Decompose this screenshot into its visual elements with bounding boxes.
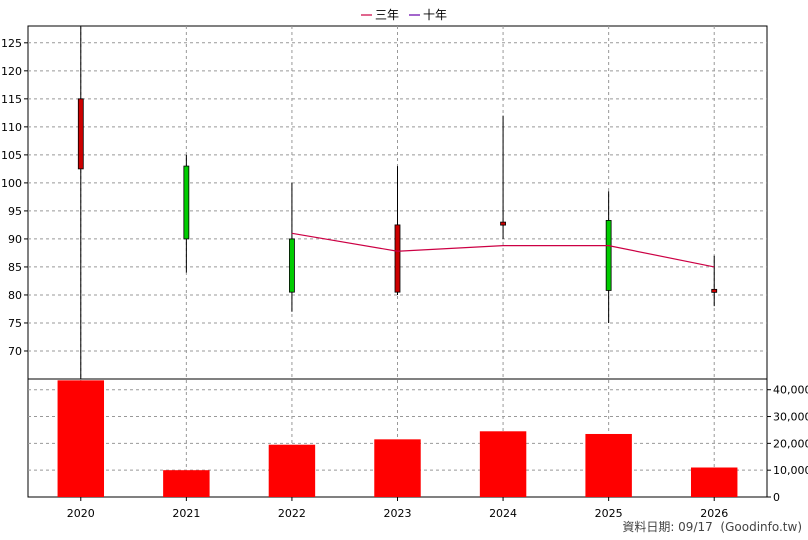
volume-tick-label: 30,000 [773, 411, 808, 424]
candlesticks [77, 26, 718, 379]
x-tick-label: 2021 [172, 507, 200, 520]
volume-bar [585, 433, 632, 497]
candle-body [605, 220, 612, 291]
x-tick-label: 2024 [489, 507, 517, 520]
candle-body [77, 98, 84, 170]
price-tick-label: 125 [1, 37, 22, 50]
candle-body [394, 224, 401, 293]
x-tick-label: 2020 [67, 507, 95, 520]
x-tick-label: 2026 [700, 507, 728, 520]
volume-tick-label: 20,000 [773, 437, 808, 450]
volume-tick-label: 40,000 [773, 384, 808, 397]
price-tick-label: 120 [1, 65, 22, 78]
price-tick-label: 95 [8, 205, 22, 218]
volume-bar [690, 467, 738, 497]
x-tick-label: 2023 [384, 507, 412, 520]
candle-body [500, 221, 506, 226]
x-tick-label: 2022 [278, 507, 306, 520]
volume-bar [374, 439, 421, 497]
price-tick-label: 80 [8, 289, 22, 302]
price-tick-label: 85 [8, 261, 22, 274]
volume-tick-label: 0 [773, 491, 780, 504]
price-tick-label: 70 [8, 345, 22, 358]
price-tick-label: 75 [8, 317, 22, 330]
volume-bar [479, 431, 527, 497]
footer: 資料日期: 09/17 (Goodinfo.tw) [622, 518, 802, 535]
candle-body [711, 288, 718, 293]
price-tick-label: 90 [8, 233, 22, 246]
price-tick-label: 105 [1, 149, 22, 162]
volume-bar [268, 444, 316, 497]
legend-label-ten-year: 十年 [423, 8, 447, 22]
three-year-average-line [291, 232, 715, 268]
volume-bar [57, 380, 105, 497]
price-tick-label: 110 [1, 121, 22, 134]
data-date-label: 資料日期: 09/17 [622, 520, 713, 534]
axes: 70 75 80 85 90 95 100 105 110 115 120 125 0 10,000 20,… [1, 37, 808, 520]
average-lines [291, 232, 715, 268]
volume-tick-label: 10,000 [773, 464, 808, 477]
volume-bars [57, 380, 738, 497]
candle-body [183, 165, 190, 240]
x-tick-label: 2025 [595, 507, 623, 520]
legend: 三年 十年 [361, 8, 447, 22]
price-tick-label: 100 [1, 177, 22, 190]
volume-bar [163, 470, 210, 497]
price-tick-label: 115 [1, 93, 22, 106]
candle-body [289, 238, 295, 293]
legend-label-three-year: 三年 [375, 8, 399, 22]
data-source-label: (Goodinfo.tw) [720, 520, 802, 534]
